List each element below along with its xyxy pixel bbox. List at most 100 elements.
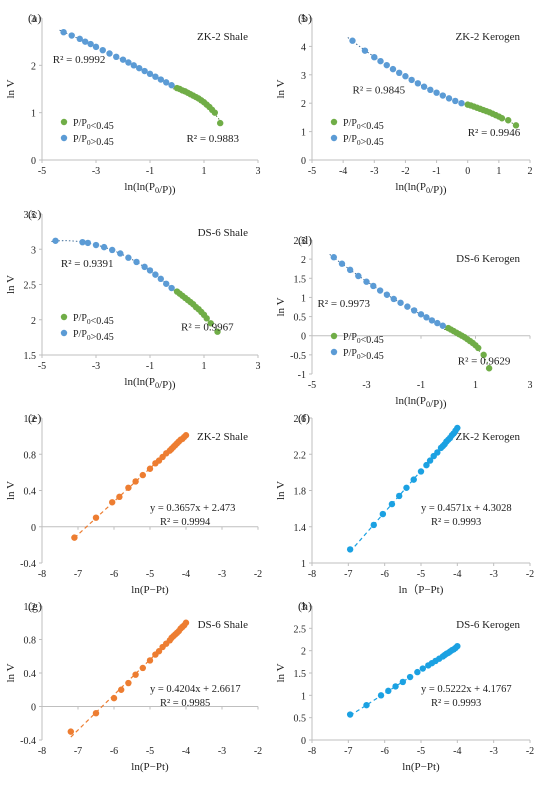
- x-tick-label: -2: [254, 569, 262, 580]
- data-point: [376, 287, 384, 294]
- data-point: [109, 499, 116, 506]
- data-point: [92, 514, 100, 521]
- panel-d: -1 -0.5 0 0.5 1 1.5 2 2.5 -5 -3 -1 1 3 ln(ln(P0/P)) ln…: [275, 233, 533, 410]
- data-point: [152, 271, 159, 278]
- y-tick-label: 0: [301, 332, 306, 343]
- x-tick-label: 1: [473, 380, 478, 391]
- y-tick-label: 1.5: [24, 351, 37, 362]
- data-point: [406, 673, 414, 681]
- data-point: [182, 619, 190, 626]
- r-squared-label: R² = 0.9629: [458, 355, 511, 367]
- x-tick-label: -8: [38, 746, 46, 757]
- legend-label: P/P0>0.45: [73, 329, 114, 343]
- data-point: [454, 424, 461, 432]
- data-point: [404, 303, 411, 310]
- y-tick-label: 2.5: [24, 281, 37, 292]
- y-axis-title: ln V: [5, 79, 17, 98]
- y-tick-label: -0.5: [290, 351, 306, 362]
- chart-title: DS-6 Kerogen: [456, 253, 520, 265]
- legend-marker: [60, 329, 68, 337]
- data-point: [363, 278, 370, 285]
- data-point: [92, 43, 100, 51]
- y-tick-label: 3: [31, 245, 36, 256]
- data-point: [125, 679, 132, 687]
- panel-label: (f): [298, 411, 310, 425]
- data-point: [454, 643, 461, 650]
- r-squared-label: R² = 0.9967: [181, 321, 234, 333]
- r-squared-label: R² = 0.9391: [61, 258, 114, 270]
- data-point: [125, 59, 132, 66]
- panel-e: -0.4 0 0.4 0.8 1.2 -8 -7 -6 -5 -4 -3 -2 ln(P−Pt) ln V…: [5, 411, 262, 596]
- panel-label: (g): [28, 599, 42, 613]
- data-point: [423, 314, 430, 321]
- y-tick-label: 2: [301, 255, 306, 266]
- y-tick-label: -1: [298, 370, 306, 381]
- data-point: [157, 275, 164, 283]
- y-tick-label: 2.2: [294, 450, 307, 461]
- x-tick-label: -3: [362, 380, 370, 391]
- x-tick-label: -5: [308, 166, 316, 177]
- data-point: [439, 322, 446, 329]
- x-tick-label: -7: [74, 569, 82, 580]
- data-point: [388, 500, 396, 508]
- data-point: [417, 468, 425, 475]
- data-point: [168, 284, 175, 292]
- x-axis-title: ln(ln(P0/P)): [395, 395, 447, 410]
- legend-marker: [330, 134, 338, 142]
- data-point: [92, 710, 100, 717]
- data-point: [475, 344, 482, 352]
- x-tick-label: -3: [489, 569, 497, 580]
- r-squared-label: R² = 0.9845: [352, 84, 405, 96]
- panel-c: 1.5 2 2.5 3 3.5 -5 -3 -1 1 3 ln(ln(P0/P)) ln V (c) DS…: [5, 207, 261, 391]
- x-tick-label: -2: [526, 569, 534, 580]
- data-point: [361, 47, 369, 54]
- y-tick-label: 1: [301, 293, 306, 304]
- data-point: [79, 239, 86, 246]
- legend-label: P/P0<0.45: [73, 118, 114, 132]
- data-point: [130, 62, 137, 69]
- data-point: [52, 237, 59, 244]
- data-point: [377, 692, 385, 699]
- data-point: [125, 254, 132, 261]
- x-axis-title: ln(ln(P0/P)): [124, 181, 176, 196]
- data-point: [419, 665, 427, 672]
- legend-label: P/P0>0.45: [73, 134, 114, 148]
- x-tick-label: -2: [254, 746, 262, 757]
- y-tick-label: 1.2: [24, 602, 37, 613]
- data-point: [76, 35, 84, 43]
- legend-marker: [60, 134, 68, 142]
- data-point: [132, 671, 139, 678]
- y-tick-label: 0.8: [24, 450, 37, 461]
- x-axis-title: ln（P−Pt): [399, 583, 444, 596]
- panel-label: (d): [298, 233, 312, 247]
- data-point: [113, 53, 120, 61]
- data-point: [458, 100, 465, 107]
- r-squared-label: R² = 0.9993: [431, 698, 481, 709]
- data-point: [414, 80, 422, 87]
- data-point: [428, 317, 436, 324]
- data-point: [163, 79, 170, 86]
- y-tick-label: 0: [31, 703, 36, 714]
- data-point: [146, 465, 154, 472]
- y-tick-label: 1.2: [24, 414, 37, 425]
- data-point: [155, 648, 163, 655]
- x-axis-title: ln(P−Pt): [131, 584, 169, 596]
- y-tick-label: -0.4: [20, 559, 36, 570]
- data-point: [338, 260, 346, 267]
- chart-title: ZK-2 Shale: [197, 31, 248, 43]
- data-point: [408, 76, 415, 84]
- legend-marker: [60, 118, 68, 126]
- data-point: [71, 534, 78, 541]
- x-tick-label: -8: [308, 746, 316, 757]
- chart-title: ZK-2 Kerogen: [456, 431, 521, 443]
- data-point: [99, 46, 106, 54]
- data-point: [349, 37, 356, 44]
- data-point: [383, 61, 390, 69]
- x-tick-label: -2: [526, 746, 534, 757]
- data-point: [389, 65, 397, 73]
- data-point: [139, 471, 146, 479]
- data-point: [399, 678, 407, 686]
- data-point: [146, 267, 154, 274]
- data-point: [370, 521, 377, 529]
- data-point: [67, 728, 75, 735]
